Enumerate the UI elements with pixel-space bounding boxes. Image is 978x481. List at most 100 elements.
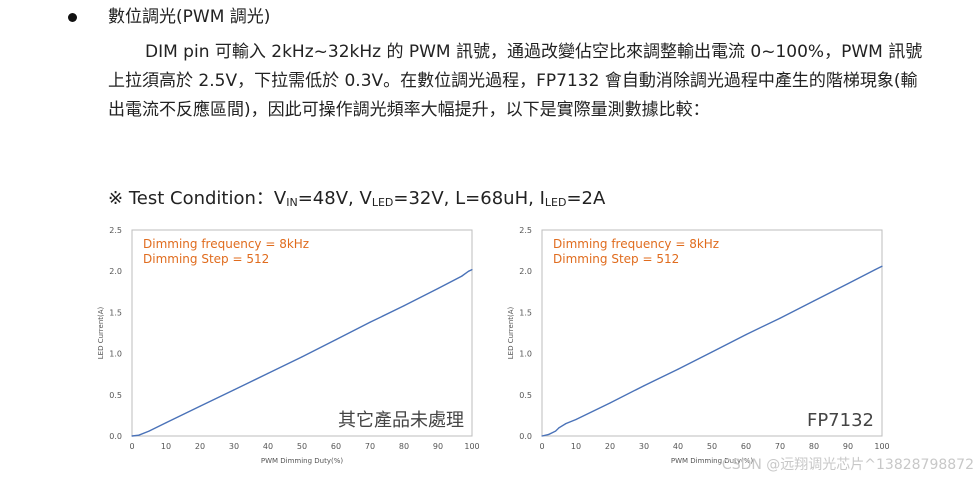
annotation-text: Dimming frequency = 8kHz [143, 237, 309, 251]
iled-subscript: LED [544, 196, 567, 209]
test-condition: ※ Test Condition：VIN=48V, VLED=32V, L=68… [108, 188, 605, 214]
vin-value: =48V, [297, 188, 354, 209]
x-tick-label: 10 [571, 442, 581, 451]
data-point [779, 317, 781, 319]
annotation-text: Dimming Step = 512 [143, 252, 269, 266]
vin-symbol: V [273, 188, 287, 209]
data-point [711, 351, 713, 353]
x-tick-label: 40 [263, 442, 273, 451]
inductance-value: L=68uH, [455, 188, 534, 209]
chart-fp7132: 0 10 20 30 40 50 60 70 80 90 100 0.0 0.5 1.0 1.5 2.0 2.5… [507, 226, 890, 465]
data-point [403, 305, 405, 307]
x-tick-label: 100 [464, 442, 479, 451]
data-point [541, 435, 543, 437]
paragraph-line: 過程中產生的階梯現象(輸出電流不反應區間)，因此可操作調光頻率大幅提升，以下是實… [108, 71, 918, 120]
data-point [609, 402, 611, 404]
test-condition-label: Test Condition： [128, 188, 274, 209]
y-tick-label: 1.0 [109, 350, 122, 359]
data-point [874, 268, 876, 271]
data-point [461, 275, 463, 277]
x-tick-label: 30 [639, 442, 649, 451]
annotation-text: Dimming Step = 512 [553, 252, 679, 266]
bullet-dot [68, 13, 77, 22]
vled-value: =32V, [393, 188, 450, 209]
section-heading: 數位調光(PWM 調光) [108, 7, 271, 27]
iled-value: =2A [566, 188, 606, 209]
x-tick-label: 70 [365, 442, 375, 451]
paragraph-line: DIM pin 可輸入 2kHz~32kHz 的 PWM 訊號，通過改變佔空比來… [145, 42, 842, 62]
data-point [165, 422, 167, 424]
paragraph-line: 測數據比較： [607, 100, 710, 120]
vin-subscript: IN [286, 196, 298, 209]
x-tick-label: 70 [775, 442, 785, 451]
annotation-text: Dimming frequency = 8kHz [553, 237, 719, 251]
x-axis-title: PWM Dimming Duty(%) [671, 457, 754, 465]
plot-frame [131, 229, 473, 437]
data-point [847, 282, 849, 285]
x-tick-label: 40 [673, 442, 683, 451]
data-point [131, 435, 133, 437]
x-tick-label: 90 [843, 442, 853, 451]
data-point [471, 268, 473, 271]
x-tick-label: 80 [399, 442, 409, 451]
y-tick-label: 0.5 [109, 391, 122, 400]
data-point [745, 334, 747, 336]
data-point [881, 265, 883, 267]
x-tick-label: 60 [331, 442, 341, 451]
data-point [677, 368, 679, 370]
watermark: CSDN @远翔调光芯片^13828798872 [721, 457, 974, 473]
data-point [267, 372, 269, 374]
data-point [548, 433, 550, 435]
x-tick-label: 50 [297, 442, 307, 451]
y-tick-label: 1.5 [519, 308, 532, 317]
y-tick-label: 2.5 [519, 226, 532, 235]
y-tick-label: 0.5 [519, 391, 532, 400]
chart-tag-label: FP7132 [807, 410, 874, 431]
data-point [369, 321, 371, 323]
data-point [148, 430, 150, 432]
x-tick-label: 60 [741, 442, 751, 451]
chart-tag-label: 其它產品未處理 [338, 410, 464, 431]
x-tick-label: 0 [539, 442, 544, 451]
data-point [233, 389, 235, 391]
vled-symbol: V [359, 188, 372, 209]
y-tick-label: 0.0 [109, 432, 122, 441]
x-tick-label: 100 [874, 442, 889, 451]
data-point [558, 427, 560, 429]
x-tick-label: 90 [433, 442, 443, 451]
data-point [335, 338, 337, 341]
y-tick-label: 1.0 [519, 350, 532, 359]
chart-competitor: 0 10 20 30 40 50 60 70 80 90 100 0.0 0.5 1.0 1.5 2.0 2.5… [97, 226, 480, 465]
iled-symbol: I [539, 188, 545, 209]
x-tick-label: 30 [229, 442, 239, 451]
y-tick-label: 2.0 [519, 267, 532, 276]
data-point [813, 300, 815, 302]
series-line [541, 265, 883, 437]
x-tick-label: 10 [161, 442, 171, 451]
x-axis-title: PWM Dimming Duty(%) [261, 457, 344, 465]
y-tick-label: 2.0 [109, 267, 122, 276]
y-tick-label: 2.5 [109, 226, 122, 235]
body-paragraph: DIM pin 可輸入 2kHz~32kHz 的 PWM 訊號，通過改變佔空比來… [108, 38, 928, 125]
data-point [437, 287, 439, 290]
x-tick-label: 20 [605, 442, 615, 451]
reference-mark-icon: ※ [108, 188, 124, 209]
x-tick-label: 0 [129, 442, 134, 451]
paragraph-line: PWM 訊號上拉須高於 2.5V，下拉需低於 0.3V。在數位調光過程，FP71… [108, 42, 923, 91]
data-point [555, 430, 557, 432]
data-point [643, 385, 645, 387]
x-tick-label: 20 [195, 442, 205, 451]
y-tick-label: 1.5 [109, 308, 122, 317]
plot-frame [541, 229, 883, 437]
data-point [199, 405, 201, 407]
x-tick-label: 50 [707, 442, 717, 451]
data-point [565, 423, 567, 425]
data-point [468, 270, 470, 272]
x-tick-label: 80 [809, 442, 819, 451]
y-tick-label: 0.0 [519, 432, 532, 441]
vled-subscript: LED [371, 196, 394, 209]
y-axis-title: LED Current(A) [97, 306, 105, 359]
data-point [575, 418, 577, 421]
data-point [301, 356, 303, 358]
data-point [138, 434, 140, 436]
